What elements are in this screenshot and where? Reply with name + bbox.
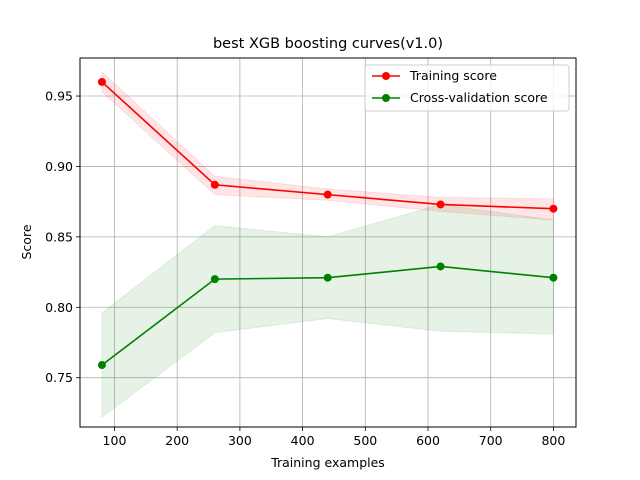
- x-tick-label: 100: [103, 433, 127, 448]
- point-layer: [97, 77, 558, 370]
- cv-score-band: [101, 204, 554, 418]
- y-ticks: 0.75 0.80 0.85 0.90 0.95: [45, 89, 80, 385]
- cv-score-point: [323, 273, 332, 282]
- y-axis-label: Score: [19, 224, 34, 259]
- y-tick-label: 0.75: [45, 370, 73, 385]
- y-tick-label: 0.85: [45, 229, 73, 244]
- legend-cv-marker: [382, 94, 390, 102]
- x-tick-label: 400: [291, 433, 315, 448]
- x-tick-label: 500: [353, 433, 377, 448]
- x-tick-label: 800: [541, 433, 565, 448]
- legend-cv-label: Cross-validation score: [410, 90, 548, 105]
- training-score-point: [549, 204, 558, 213]
- legend: Training score Cross-validation score: [364, 64, 570, 112]
- legend-box: [364, 64, 570, 112]
- y-tick-label: 0.80: [45, 300, 73, 315]
- x-axis-label: Training examples: [270, 455, 385, 470]
- x-tick-label: 200: [165, 433, 189, 448]
- x-tick-label: 700: [479, 433, 503, 448]
- training-score-point: [210, 180, 219, 189]
- chart-title: best XGB boosting curves(v1.0): [213, 36, 443, 52]
- cv-score-point: [436, 262, 445, 271]
- training-score-point: [323, 190, 332, 199]
- training-score-point: [436, 200, 445, 209]
- legend-training-marker: [382, 72, 390, 80]
- x-tick-label: 300: [228, 433, 252, 448]
- y-tick-label: 0.90: [45, 159, 73, 174]
- cv-score-point: [210, 275, 219, 284]
- x-ticks: 100 200 300 400 500 600 700 800: [103, 427, 565, 448]
- training-score-point: [97, 77, 106, 86]
- legend-training-label: Training score: [409, 68, 497, 83]
- cv-score-point: [549, 273, 558, 282]
- x-tick-label: 600: [416, 433, 440, 448]
- y-tick-label: 0.95: [45, 89, 73, 104]
- plot-frame: [79, 57, 577, 428]
- cv-score-point: [97, 361, 106, 370]
- band-layer: [101, 71, 554, 418]
